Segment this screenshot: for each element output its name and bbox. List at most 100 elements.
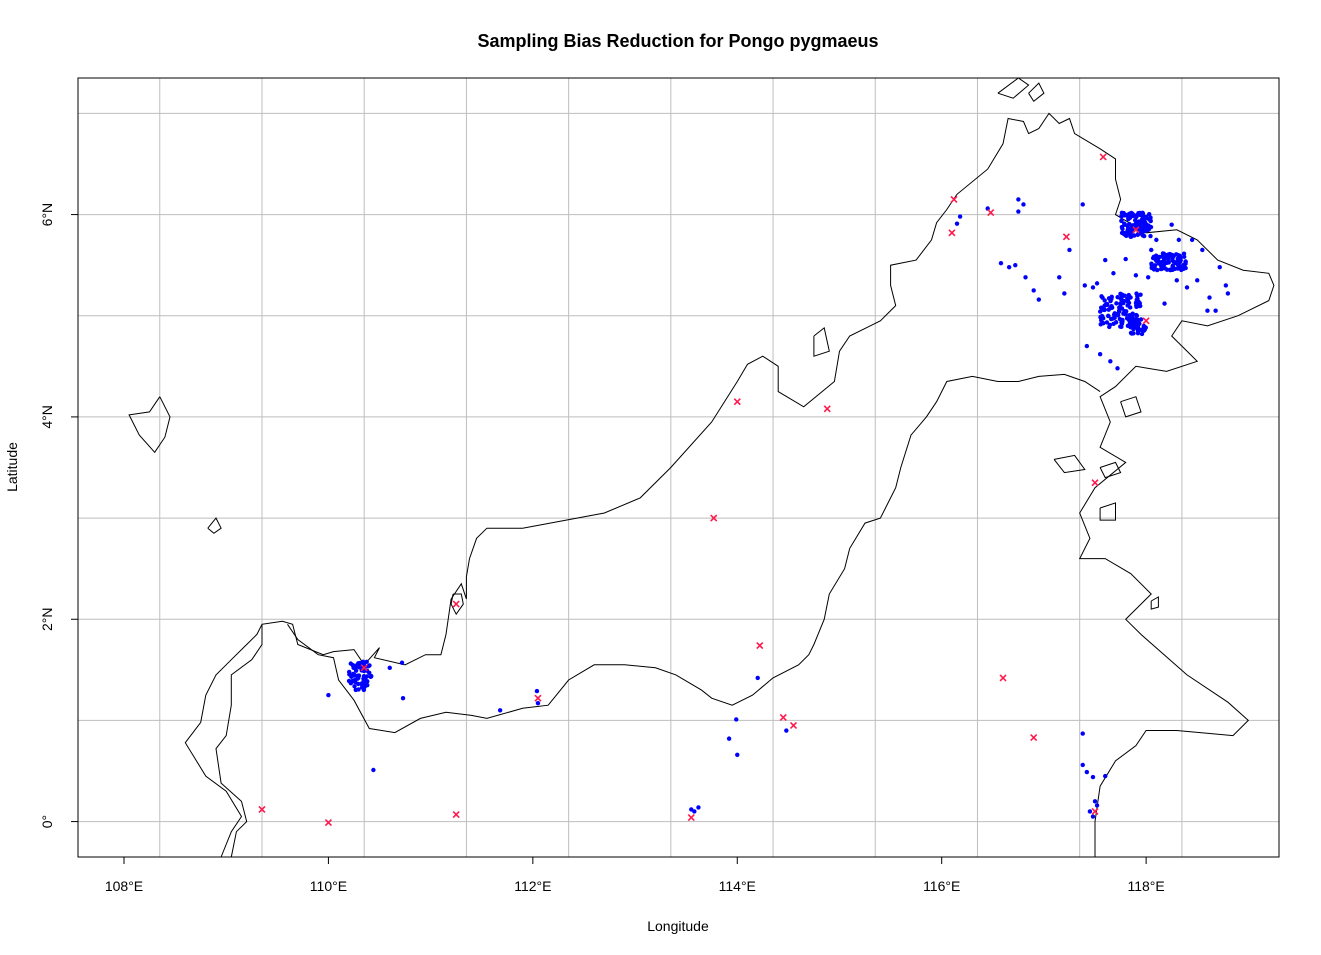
occurrence-point bbox=[361, 675, 367, 680]
occurrence-point bbox=[1169, 222, 1174, 227]
occurrence-point bbox=[726, 736, 732, 741]
occurrence-point bbox=[1134, 312, 1139, 318]
occurrence-point bbox=[755, 675, 760, 681]
occurrence-point bbox=[356, 681, 361, 687]
coastline-path bbox=[184, 624, 263, 858]
occurrence-point bbox=[1151, 265, 1156, 271]
occurrence-point bbox=[1119, 321, 1125, 326]
occurrence-point bbox=[1131, 213, 1136, 219]
occurrence-point bbox=[326, 692, 331, 698]
thinned-point-marker bbox=[687, 813, 695, 822]
occurrence-point bbox=[1141, 328, 1147, 333]
thinned-point-marker bbox=[1030, 734, 1038, 742]
coastline-path bbox=[287, 373, 1101, 734]
occurrence-point bbox=[1103, 257, 1108, 263]
coastline bbox=[128, 77, 1275, 858]
thinned-point-marker bbox=[1091, 807, 1099, 816]
occurrence-point bbox=[1132, 217, 1138, 223]
thinned-point-marker bbox=[1099, 153, 1107, 161]
thinned-point-marker bbox=[452, 600, 460, 608]
occurrence-point bbox=[359, 681, 364, 687]
occurrence-point bbox=[1117, 316, 1123, 322]
occurrence-point bbox=[1122, 293, 1127, 298]
occurrence-point bbox=[1189, 237, 1195, 243]
occurrence-point bbox=[371, 767, 376, 773]
occurrence-point bbox=[1128, 234, 1133, 239]
occurrence-point bbox=[1181, 251, 1187, 256]
occurrence-point bbox=[1200, 247, 1205, 253]
occurrence-point bbox=[351, 665, 357, 670]
thinned-point-marker bbox=[1132, 226, 1140, 234]
x-tick-label: 110°E bbox=[310, 878, 347, 894]
occurrence-points bbox=[326, 197, 1231, 819]
occurrence-point bbox=[1217, 264, 1222, 270]
occurrence-point bbox=[1133, 300, 1139, 306]
occurrence-point bbox=[1098, 305, 1104, 310]
coastline-path bbox=[1028, 82, 1045, 103]
x-axis-label: Longitude bbox=[647, 918, 709, 934]
coastline-path bbox=[450, 593, 464, 616]
occurrence-point bbox=[1207, 295, 1212, 300]
occurrence-point bbox=[1160, 262, 1165, 268]
occurrence-point bbox=[1205, 308, 1210, 313]
occurrence-point bbox=[1130, 311, 1135, 316]
occurrence-point bbox=[1213, 308, 1218, 313]
occurrence-point bbox=[1103, 773, 1108, 779]
x-tick-label: 112°E bbox=[514, 878, 551, 894]
coastline-path bbox=[813, 327, 830, 357]
occurrence-point bbox=[1138, 222, 1144, 227]
thinned-point-marker bbox=[452, 810, 460, 819]
x-tick-label: 118°E bbox=[1127, 878, 1164, 894]
occurrence-point bbox=[1090, 285, 1096, 290]
occurrence-point bbox=[1090, 814, 1096, 819]
occurrence-point bbox=[1162, 266, 1168, 271]
occurrence-point bbox=[1115, 294, 1120, 300]
occurrence-point bbox=[534, 688, 540, 694]
occurrence-point bbox=[346, 678, 352, 684]
occurrence-point bbox=[352, 684, 357, 689]
occurrence-point bbox=[1135, 326, 1141, 332]
y-tick-label: 6°N bbox=[39, 203, 55, 227]
y-tick-label: 4°N bbox=[39, 405, 55, 429]
occurrence-point bbox=[1179, 267, 1184, 273]
occurrence-point bbox=[1087, 809, 1093, 814]
occurrence-point bbox=[692, 809, 697, 814]
occurrence-point bbox=[1080, 202, 1085, 207]
occurrence-point bbox=[1146, 212, 1152, 217]
occurrence-point bbox=[497, 708, 503, 713]
occurrence-point bbox=[1126, 215, 1131, 221]
occurrence-point bbox=[1082, 283, 1087, 288]
thinned-point-marker bbox=[1091, 479, 1099, 487]
occurrence-point bbox=[1183, 259, 1188, 264]
y-axis: 0° 2°N 4°N 6°N bbox=[39, 203, 78, 828]
occurrence-point bbox=[1092, 799, 1098, 804]
occurrence-point bbox=[1130, 223, 1136, 228]
occurrence-point bbox=[1031, 288, 1036, 293]
occurrence-point bbox=[387, 665, 392, 671]
occurrence-point bbox=[1135, 296, 1140, 302]
occurrence-point bbox=[1184, 285, 1190, 290]
occurrence-point bbox=[1108, 359, 1113, 364]
occurrence-point bbox=[1225, 291, 1231, 296]
occurrence-point bbox=[1121, 300, 1126, 306]
occurrence-point bbox=[1094, 803, 1100, 808]
occurrence-point bbox=[1223, 283, 1229, 288]
occurrence-point bbox=[369, 673, 374, 679]
occurrence-point bbox=[1090, 774, 1096, 780]
occurrence-point bbox=[1168, 267, 1174, 272]
occurrence-point bbox=[1117, 305, 1122, 310]
occurrence-point bbox=[1131, 321, 1136, 326]
occurrence-point bbox=[1125, 299, 1131, 304]
occurrence-point bbox=[1115, 366, 1120, 371]
thinned-point-marker bbox=[360, 664, 368, 672]
thinned-point-marker bbox=[534, 694, 542, 702]
occurrence-point bbox=[1138, 317, 1144, 322]
occurrence-point bbox=[1179, 264, 1184, 269]
occurrence-point bbox=[1100, 295, 1105, 300]
thinned-point-marker bbox=[1062, 233, 1070, 241]
occurrence-point bbox=[1106, 313, 1111, 319]
chart-title: Sampling Bias Reduction for Pongo pygmae… bbox=[477, 31, 878, 51]
occurrence-point bbox=[1109, 305, 1115, 310]
occurrence-point bbox=[1128, 295, 1133, 300]
